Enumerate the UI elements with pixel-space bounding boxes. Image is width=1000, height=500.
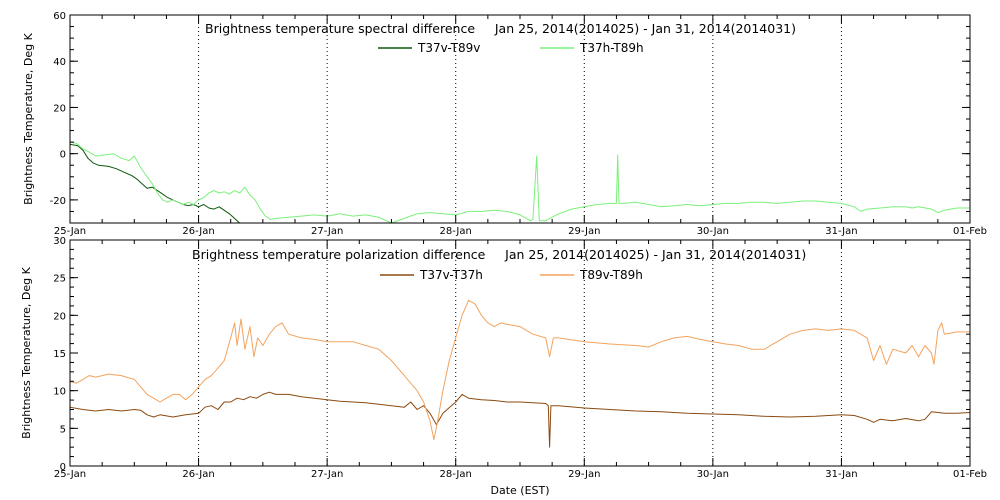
chart-title: Brightness temperature polarization diff… xyxy=(192,247,806,262)
y-tick-label: 60 xyxy=(53,11,66,22)
panel-polarization: 0 5 10 15 20 25 30 25-Jan 26-Jan 27-Jan 28-Jan 29-… xyxy=(20,236,987,497)
y-tick-label: 5 xyxy=(60,424,66,435)
x-tick-label: 29-Jan xyxy=(568,226,600,237)
y-tick-label: -20 xyxy=(50,196,66,207)
x-tick-label: 28-Jan xyxy=(440,469,472,480)
y-tick-label: 10 xyxy=(53,387,66,398)
x-tick-label: 30-Jan xyxy=(697,469,729,480)
x-tick-label: 01-Feb xyxy=(953,226,987,237)
y-axis-label: Brightness Temperature, Deg K xyxy=(22,32,35,204)
x-ticks: 25-Jan 26-Jan 27-Jan 28-Jan 29-Jan 30-Jan 31-J… xyxy=(54,240,987,480)
y-axis-label: Brightness Temperature, Deg K xyxy=(20,266,33,438)
chart-title: Brightness temperature spectral differen… xyxy=(205,21,796,36)
series-lines xyxy=(69,299,971,448)
x-tick-label: 27-Jan xyxy=(311,469,343,480)
x-axis-label: Date (EST) xyxy=(490,484,549,497)
x-tick-label: 25-Jan xyxy=(54,469,86,480)
y-tick-label: 0 xyxy=(60,462,66,473)
x-tick-label: 26-Jan xyxy=(182,469,214,480)
x-tick-label: 27-Jan xyxy=(311,226,343,237)
x-tick-label: 26-Jan xyxy=(182,226,214,237)
y-tick-label: 30 xyxy=(53,236,66,247)
series-line-t37h-t89h xyxy=(69,141,970,224)
legend-label-t37v-t37h: T37v-T37h xyxy=(419,268,483,282)
series-lines xyxy=(69,141,970,224)
x-tick-label: 01-Feb xyxy=(953,469,987,480)
x-grid-lines xyxy=(198,240,842,466)
x-ticks: 25-Jan 26-Jan 27-Jan 28-Jan 29-Jan 30-Jan 31-J… xyxy=(54,15,987,237)
series-line-t37v-t89v xyxy=(69,143,241,224)
x-tick-label: 28-Jan xyxy=(440,226,472,237)
x-tick-label: 31-Jan xyxy=(825,469,857,480)
series-line-t89v-t89h xyxy=(69,299,970,441)
y-ticks: 0 5 10 15 20 25 30 xyxy=(53,236,970,473)
y-ticks: -20 0 20 40 60 xyxy=(50,11,970,224)
plot-frame xyxy=(69,239,971,467)
x-tick-label: 30-Jan xyxy=(697,226,729,237)
legend-label-t37v-t89v: T37v-T89v xyxy=(417,41,480,55)
panel-spectral: -20 0 20 40 60 25-Jan 26-Jan 27-Jan 28-Jan 29-Ja… xyxy=(22,11,987,237)
x-tick-label: 31-Jan xyxy=(825,226,857,237)
x-grid-lines xyxy=(198,15,842,223)
series-line-t37v-t37h xyxy=(69,391,971,448)
legend: T37v-T37h T89v-T89h xyxy=(380,268,643,282)
y-tick-label: 0 xyxy=(60,150,66,161)
x-tick-label: 29-Jan xyxy=(568,469,600,480)
y-tick-label: 25 xyxy=(53,274,66,285)
legend-label-t89v-t89h: T89v-T89h xyxy=(579,268,643,282)
y-tick-label: 20 xyxy=(53,311,66,322)
y-tick-label: 20 xyxy=(53,103,66,114)
x-tick-label: 25-Jan xyxy=(54,226,86,237)
legend: T37v-T89v T37h-T89h xyxy=(378,41,644,55)
plot-frame xyxy=(69,14,971,224)
y-tick-label: 15 xyxy=(53,349,66,360)
legend-label-t37h-t89h: T37h-T89h xyxy=(579,41,644,55)
y-tick-label: 40 xyxy=(53,57,66,68)
